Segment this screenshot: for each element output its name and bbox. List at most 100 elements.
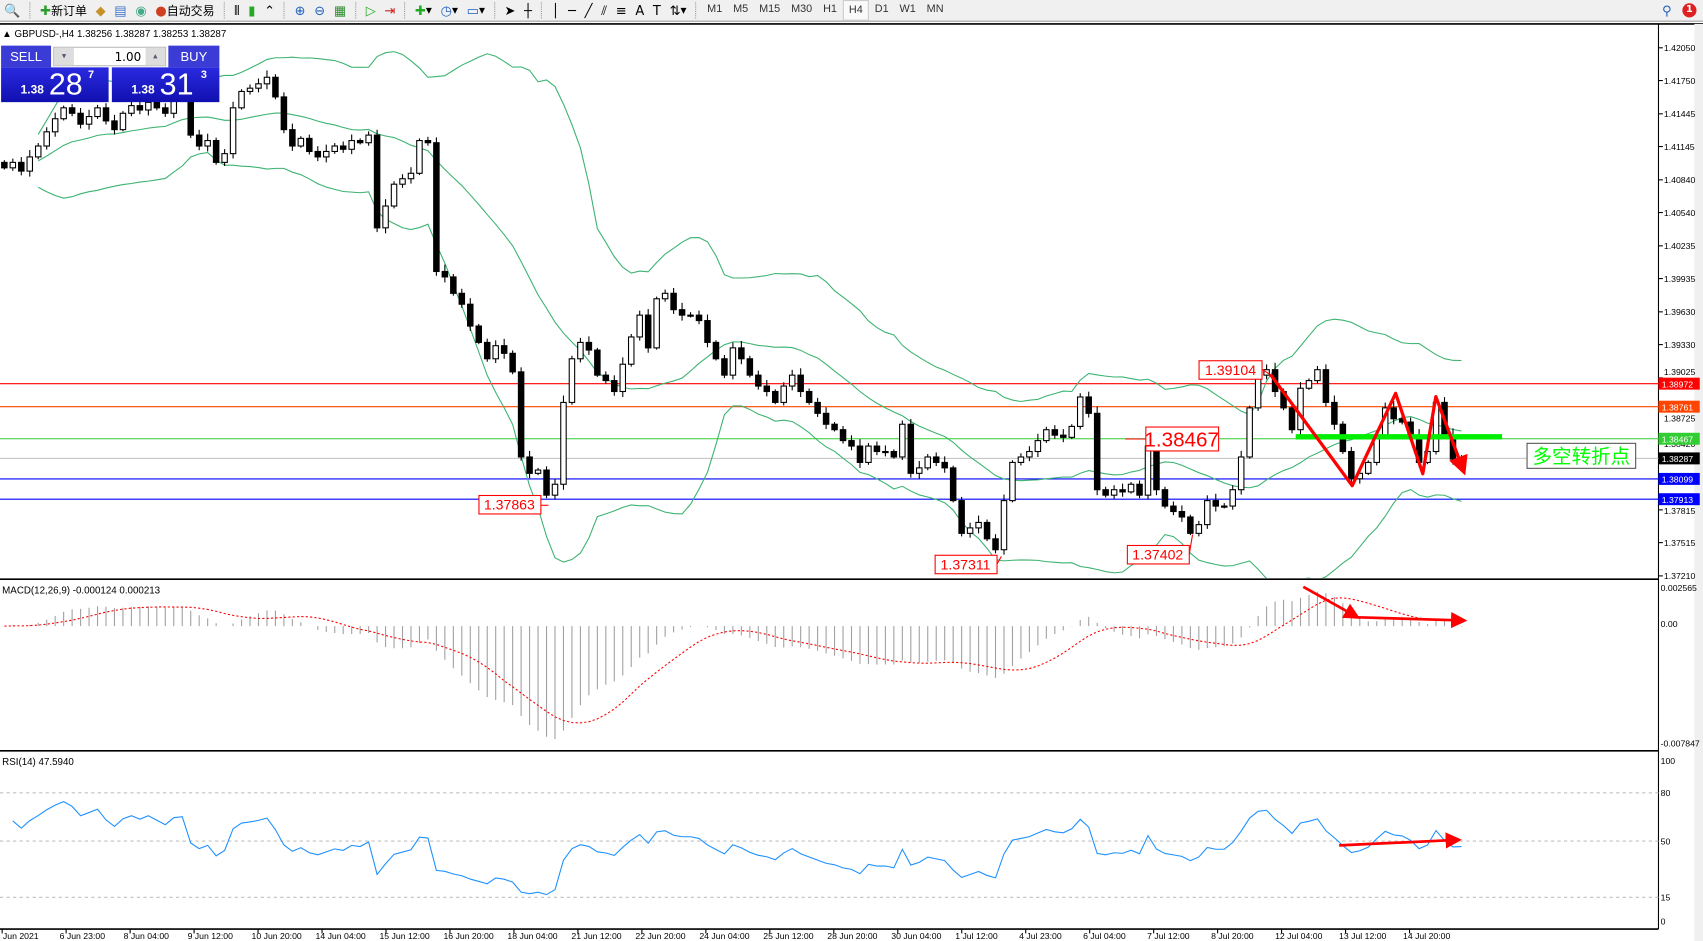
autoscroll-button[interactable]: ▷: [362, 1, 379, 19]
templates-button[interactable]: ▭ ▾: [466, 2, 485, 18]
new-order-button[interactable]: ✚ 新订单: [37, 1, 90, 19]
cursor-tool-button[interactable]: ➤: [501, 1, 518, 19]
candle[interactable]: [1017, 453, 1025, 466]
candle[interactable]: [1102, 486, 1109, 498]
pivot-annotation-text[interactable]: 多空转折点: [1532, 446, 1630, 468]
candle[interactable]: [272, 74, 279, 100]
sell-price[interactable]: 1.38 28 7: [1, 67, 109, 103]
candle[interactable]: [204, 133, 211, 152]
candle[interactable]: [1085, 391, 1092, 418]
candle[interactable]: [1322, 364, 1330, 407]
candle[interactable]: [543, 466, 550, 499]
candle[interactable]: [162, 103, 169, 117]
candle[interactable]: [924, 454, 932, 471]
arrows-button[interactable]: ⇅ ▾: [669, 2, 687, 18]
candle[interactable]: [34, 143, 42, 160]
level-price-tag[interactable]: [1658, 400, 1700, 413]
macd-arrow[interactable]: [1302, 585, 1361, 619]
candle[interactable]: [26, 150, 34, 177]
timeframe-h4[interactable]: H4: [842, 0, 870, 21]
candle[interactable]: [255, 78, 262, 93]
candle[interactable]: [1305, 378, 1313, 390]
candle[interactable]: [221, 149, 228, 166]
candle[interactable]: [822, 407, 830, 430]
collapse-triangle-icon[interactable]: ▲: [2, 29, 14, 40]
candle[interactable]: [644, 309, 652, 353]
history-center-button[interactable]: ◆: [92, 1, 109, 19]
buy-price[interactable]: 1.38 31 3: [111, 67, 220, 103]
timeframe-m30[interactable]: M30: [791, 3, 813, 16]
candle[interactable]: [1051, 425, 1059, 439]
candle[interactable]: [68, 104, 76, 117]
candle[interactable]: [102, 103, 110, 125]
candle[interactable]: [416, 138, 423, 176]
candle[interactable]: [314, 146, 322, 162]
candle[interactable]: [348, 134, 355, 155]
candle[interactable]: [399, 174, 406, 188]
candle[interactable]: [433, 137, 440, 276]
candle[interactable]: [636, 310, 643, 341]
candle[interactable]: [1034, 433, 1042, 458]
level-price-tag[interactable]: [1658, 432, 1700, 445]
candle[interactable]: [899, 420, 906, 460]
vertical-line-button[interactable]: │: [548, 1, 562, 19]
candle[interactable]: [1093, 406, 1101, 496]
candle[interactable]: [958, 496, 965, 537]
candle[interactable]: [941, 456, 948, 473]
lot-increase-icon[interactable]: ▴: [145, 47, 166, 66]
rsi-arrow[interactable]: [1339, 832, 1462, 849]
candle[interactable]: [805, 388, 813, 405]
timeframe-m15[interactable]: M15: [759, 3, 781, 16]
text-tool-button[interactable]: A: [632, 1, 647, 19]
candle[interactable]: [85, 109, 93, 130]
candle[interactable]: [1068, 424, 1076, 440]
candle[interactable]: [712, 340, 720, 361]
periods-button[interactable]: ◷ ▾: [440, 2, 458, 18]
text-label-button[interactable]: T: [650, 1, 664, 19]
candle[interactable]: [1178, 505, 1186, 522]
candle[interactable]: [687, 312, 694, 318]
candle[interactable]: [526, 450, 533, 479]
timeframe-h1[interactable]: H1: [823, 3, 837, 16]
indicators-button[interactable]: ✚ ▾: [414, 2, 432, 18]
candle[interactable]: [729, 342, 737, 380]
candle[interactable]: [263, 70, 271, 90]
candle[interactable]: [534, 467, 542, 476]
candle[interactable]: [1076, 393, 1084, 430]
candle[interactable]: [492, 340, 499, 364]
candle[interactable]: [1119, 483, 1126, 497]
candle[interactable]: [1043, 426, 1050, 443]
candle[interactable]: [1237, 450, 1245, 495]
candle[interactable]: [653, 296, 660, 350]
candle[interactable]: [483, 338, 491, 362]
candle[interactable]: [678, 302, 686, 321]
buy-button[interactable]: BUY: [168, 45, 220, 68]
lot-value[interactable]: 1.00: [114, 49, 142, 65]
candle[interactable]: [1060, 429, 1067, 443]
candle[interactable]: [1348, 446, 1355, 483]
candle[interactable]: [475, 323, 483, 345]
candle[interactable]: [289, 123, 296, 151]
candle[interactable]: [856, 439, 864, 468]
candle[interactable]: [1009, 460, 1016, 503]
line-chart-button[interactable]: ⌃: [261, 1, 278, 19]
macd-flat-arrow[interactable]: [1353, 611, 1468, 629]
candle[interactable]: [119, 111, 127, 132]
candle[interactable]: [1297, 382, 1304, 435]
candle[interactable]: [839, 425, 847, 444]
candle[interactable]: [916, 461, 923, 479]
candle[interactable]: [111, 114, 118, 135]
candle[interactable]: [695, 310, 703, 325]
candle[interactable]: [128, 101, 135, 117]
tile-windows-button[interactable]: ▦: [331, 1, 350, 19]
candle[interactable]: [297, 136, 305, 148]
lot-size-input[interactable]: ▾ 1.00 ▴: [53, 46, 167, 67]
level-price-tag[interactable]: [1658, 472, 1700, 485]
lot-decrease-icon[interactable]: ▾: [54, 47, 74, 66]
candle[interactable]: [441, 264, 449, 283]
candle[interactable]: [661, 289, 669, 302]
auto-trading-button[interactable]: ● 自动交易: [152, 1, 218, 19]
data-window-button[interactable]: ▤: [111, 1, 130, 19]
candle[interactable]: [932, 452, 940, 467]
